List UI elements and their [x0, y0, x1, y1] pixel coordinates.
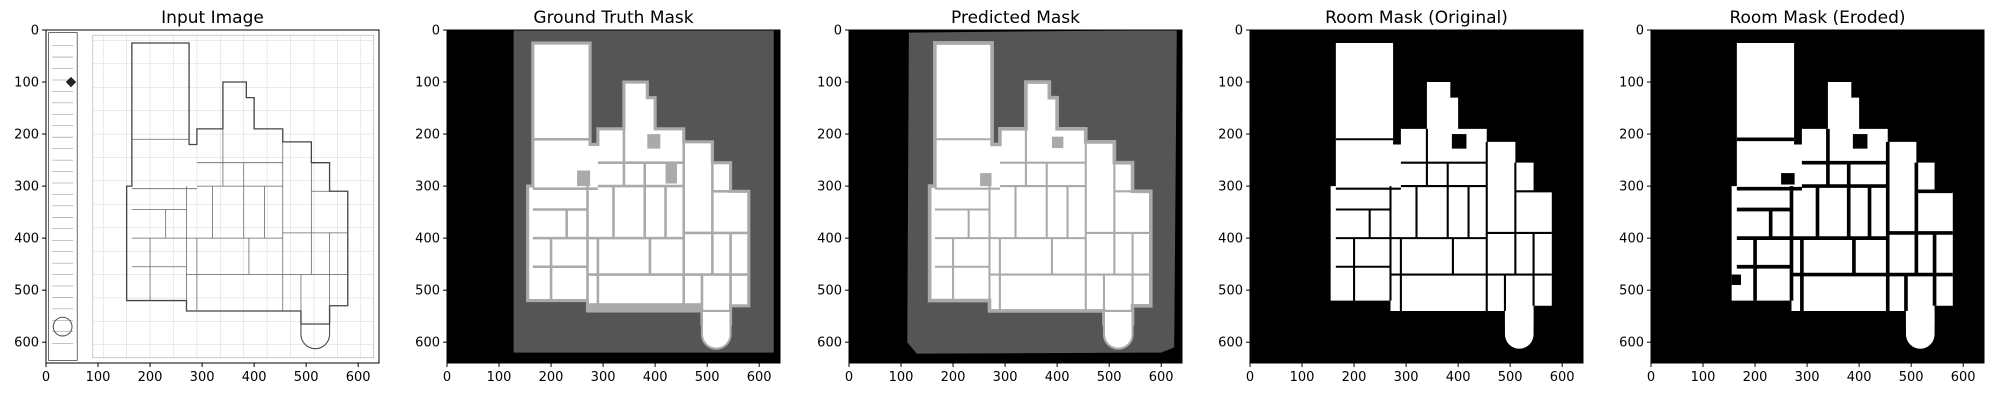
x-tick-label: 100: [1290, 370, 1315, 385]
x-tick-label: 500: [1899, 370, 1924, 385]
panel-image: [447, 30, 780, 363]
y-tick-label: 600: [14, 336, 39, 351]
panel-pred: Predicted Mask 0 100 200 300 400 500 600 0 100 200…: [817, 8, 1183, 385]
x-tick-label: 0: [845, 370, 853, 385]
y-tick-label: 600: [1218, 336, 1243, 351]
x-tick-label: 300: [1394, 370, 1419, 385]
x-tick-label: 600: [1951, 370, 1976, 385]
y-tick-label: 600: [817, 336, 842, 351]
x-tick-label: 600: [747, 370, 772, 385]
y-tick-label: 400: [817, 232, 842, 247]
x-tick-label: 300: [591, 370, 616, 385]
y-tick-label: 300: [415, 180, 440, 195]
y-tick-label: 200: [415, 128, 440, 143]
y-tick-label: 0: [1235, 24, 1243, 39]
axes-frame: [446, 29, 781, 364]
y-tick-label: 0: [834, 24, 842, 39]
y-tick-label: 500: [14, 284, 39, 299]
panel-image: [1651, 30, 1984, 363]
y-tick-label: 0: [432, 24, 440, 39]
y-tick-label: 100: [1619, 76, 1644, 91]
y-tick-label: 500: [1619, 284, 1644, 299]
panel-eroded: Room Mask (Eroded) 0 100 200 300 400 500 600 0 10…: [1619, 8, 1985, 385]
axes-frame: [1650, 29, 1985, 364]
x-tick-label: 0: [1647, 370, 1655, 385]
y-tick-label: 100: [415, 76, 440, 91]
x-tick-label: 400: [242, 370, 267, 385]
x-tick-label: 200: [539, 370, 564, 385]
panel-title: Ground Truth Mask: [533, 8, 693, 28]
x-tick-label: 100: [889, 370, 914, 385]
y-tick-label: 600: [1619, 336, 1644, 351]
panel-image: [849, 30, 1182, 363]
y-tick-label: 100: [1218, 76, 1243, 91]
x-tick-label: 500: [1097, 370, 1122, 385]
x-tick-label: 0: [443, 370, 451, 385]
y-tick-label: 300: [1619, 180, 1644, 195]
y-tick-label: 100: [817, 76, 842, 91]
panel-image: [1250, 30, 1583, 363]
panel-title: Room Mask (Eroded): [1729, 8, 1905, 28]
x-tick-label: 300: [993, 370, 1018, 385]
y-tick-label: 600: [415, 336, 440, 351]
y-tick-label: 400: [415, 232, 440, 247]
y-tick-label: 200: [1218, 128, 1243, 143]
panel-title: Predicted Mask: [951, 8, 1080, 28]
panel-image: [46, 30, 379, 363]
x-tick-label: 100: [1691, 370, 1716, 385]
y-tick-label: 200: [1619, 128, 1644, 143]
y-tick-label: 400: [14, 232, 39, 247]
panel-title: Room Mask (Original): [1325, 8, 1508, 28]
panel-room: Room Mask (Original) 0 100 200 300 400 500 600 0…: [1218, 8, 1584, 385]
y-tick-label: 200: [817, 128, 842, 143]
x-tick-label: 400: [643, 370, 668, 385]
x-tick-label: 600: [346, 370, 371, 385]
y-tick-label: 500: [1218, 284, 1243, 299]
axes-frame: [1249, 29, 1584, 364]
axes-frame: [848, 29, 1183, 364]
x-tick-label: 100: [487, 370, 512, 385]
x-tick-label: 400: [1847, 370, 1872, 385]
x-tick-label: 200: [941, 370, 966, 385]
y-tick-label: 0: [31, 24, 39, 39]
y-tick-label: 0: [1636, 24, 1644, 39]
x-tick-label: 100: [86, 370, 111, 385]
y-tick-label: 300: [1218, 180, 1243, 195]
y-tick-label: 500: [817, 284, 842, 299]
axes-frame: [45, 29, 380, 364]
x-tick-label: 400: [1446, 370, 1471, 385]
panel-title: Input Image: [161, 8, 264, 28]
panel-input: Input Image 0 100 200 300 400 500 600 0 100 200 300…: [14, 8, 380, 385]
y-tick-label: 300: [14, 180, 39, 195]
y-tick-label: 500: [415, 284, 440, 299]
x-tick-label: 300: [1795, 370, 1820, 385]
y-tick-label: 100: [14, 76, 39, 91]
y-tick-label: 300: [817, 180, 842, 195]
x-tick-label: 500: [294, 370, 319, 385]
x-tick-label: 0: [1246, 370, 1254, 385]
panel-gt: Ground Truth Mask 0 100 200 300 400 500 600 0 100…: [415, 8, 781, 385]
x-tick-label: 200: [1743, 370, 1768, 385]
x-tick-label: 500: [695, 370, 720, 385]
y-tick-label: 200: [14, 128, 39, 143]
x-tick-label: 600: [1550, 370, 1575, 385]
x-tick-label: 600: [1149, 370, 1174, 385]
y-tick-label: 400: [1218, 232, 1243, 247]
x-tick-label: 300: [190, 370, 215, 385]
x-tick-label: 0: [42, 370, 50, 385]
x-tick-label: 400: [1045, 370, 1070, 385]
x-tick-label: 500: [1498, 370, 1523, 385]
x-tick-label: 200: [138, 370, 163, 385]
x-tick-label: 200: [1342, 370, 1367, 385]
y-tick-label: 400: [1619, 232, 1644, 247]
